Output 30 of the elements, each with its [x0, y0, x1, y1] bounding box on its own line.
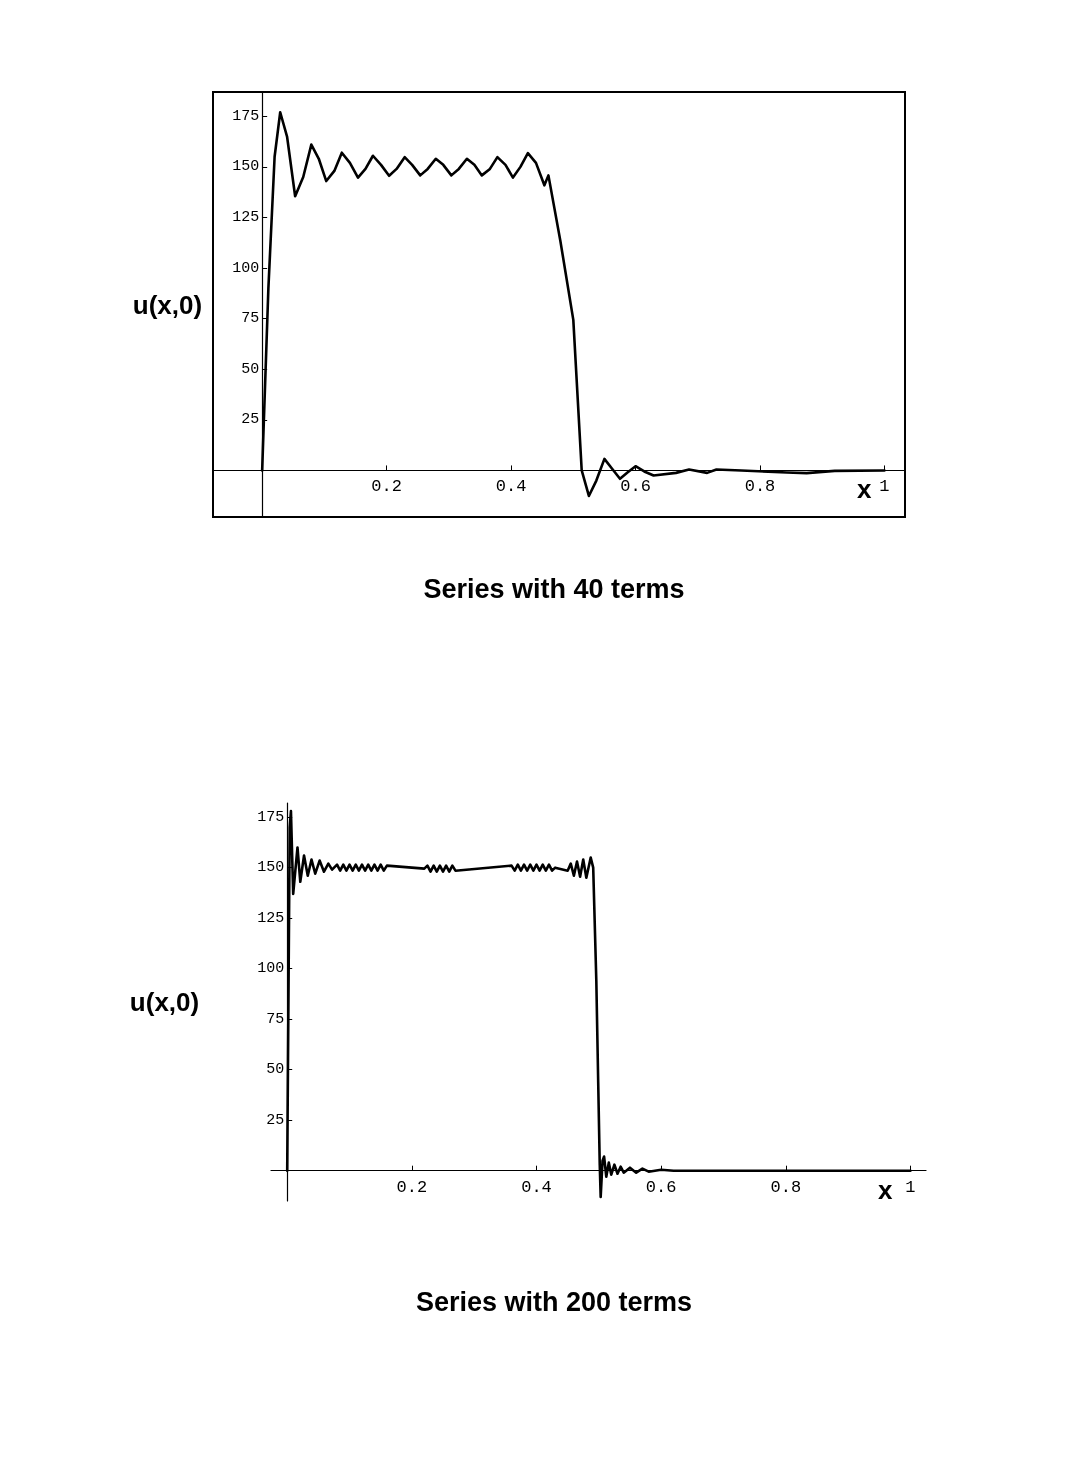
y-tick-label: 175	[232, 107, 260, 125]
y-tick-label: 150	[257, 859, 285, 877]
text: Series with 200 terms	[415, 1286, 693, 1317]
y-tick-label: 150	[232, 158, 260, 176]
y-tick-label: 175	[257, 808, 285, 826]
y-axis-title: u(x,0)	[132, 289, 203, 320]
text: Series with 40 terms	[423, 573, 685, 604]
y-tick-label: 25	[266, 1111, 285, 1129]
y-tick-label: 75	[266, 1010, 285, 1028]
x-axis-title: x	[857, 474, 872, 505]
x-tick-label: 0.6	[620, 477, 651, 497]
x-tick-label: 0.4	[521, 1177, 552, 1197]
x-tick-label: 0.6	[645, 1177, 677, 1197]
x-tick-label: 0.4	[495, 477, 527, 497]
x-tick-label: 0.8	[744, 477, 776, 497]
y-tick-label: 75	[241, 310, 260, 328]
x-axis-title: x	[878, 1174, 893, 1205]
y-tick-label: 25	[241, 411, 260, 429]
x-tick-label: 1	[879, 477, 890, 497]
x-tick-label: 1	[905, 1177, 916, 1197]
y-tick-label: 125	[232, 208, 260, 226]
x-tick-label: 0.2	[396, 1177, 428, 1197]
y-tick-label: 50	[266, 1061, 285, 1079]
y-tick-label: 100	[232, 259, 260, 277]
x-tick-label: 0.2	[371, 477, 402, 497]
x-tick-label: 0.8	[770, 1177, 802, 1197]
y-tick-label: 100	[257, 960, 285, 978]
y-axis-title: u(x,0)	[129, 987, 200, 1017]
y-tick-label: 125	[257, 909, 285, 927]
y-tick-label: 50	[241, 360, 260, 378]
